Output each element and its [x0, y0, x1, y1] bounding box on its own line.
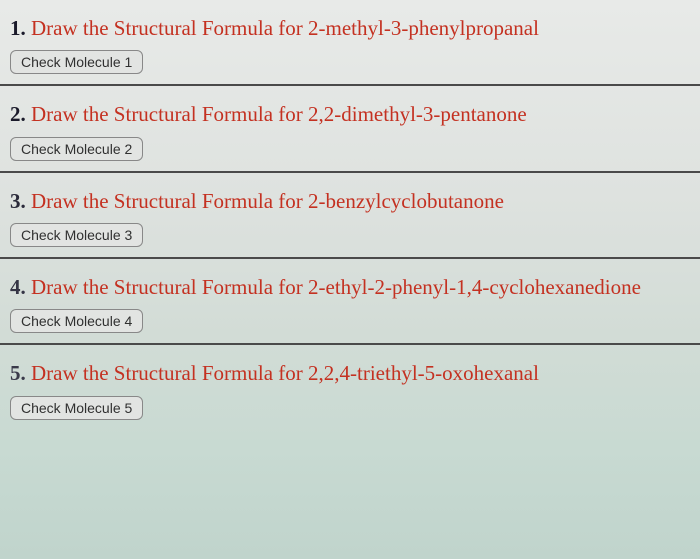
check-molecule-3-button[interactable]: Check Molecule 3: [10, 223, 143, 247]
question-1-text: 1. Draw the Structural Formula for 2-met…: [10, 14, 690, 42]
question-2-number: 2.: [10, 102, 26, 126]
question-4-number: 4.: [10, 275, 26, 299]
question-3: 3. Draw the Structural Formula for 2-ben…: [0, 173, 700, 259]
question-4-prompt: Draw the Structural Formula for 2-ethyl-…: [31, 275, 641, 299]
check-molecule-5-button[interactable]: Check Molecule 5: [10, 396, 143, 420]
question-5-text: 5. Draw the Structural Formula for 2,2,4…: [10, 359, 690, 387]
question-5-number: 5.: [10, 361, 26, 385]
question-2-prompt: Draw the Structural Formula for 2,2-dime…: [31, 102, 527, 126]
question-5: 5. Draw the Structural Formula for 2,2,4…: [0, 345, 700, 429]
question-1: 1. Draw the Structural Formula for 2-met…: [0, 0, 700, 86]
question-3-number: 3.: [10, 189, 26, 213]
question-2: 2. Draw the Structural Formula for 2,2-d…: [0, 86, 700, 172]
question-3-text: 3. Draw the Structural Formula for 2-ben…: [10, 187, 690, 215]
question-4: 4. Draw the Structural Formula for 2-eth…: [0, 259, 700, 345]
question-3-prompt: Draw the Structural Formula for 2-benzyl…: [31, 189, 504, 213]
question-2-text: 2. Draw the Structural Formula for 2,2-d…: [10, 100, 690, 128]
check-molecule-1-button[interactable]: Check Molecule 1: [10, 50, 143, 74]
question-4-text: 4. Draw the Structural Formula for 2-eth…: [10, 273, 690, 301]
check-molecule-2-button[interactable]: Check Molecule 2: [10, 137, 143, 161]
question-5-prompt: Draw the Structural Formula for 2,2,4-tr…: [31, 361, 539, 385]
question-1-number: 1.: [10, 16, 26, 40]
check-molecule-4-button[interactable]: Check Molecule 4: [10, 309, 143, 333]
question-1-prompt: Draw the Structural Formula for 2-methyl…: [31, 16, 539, 40]
